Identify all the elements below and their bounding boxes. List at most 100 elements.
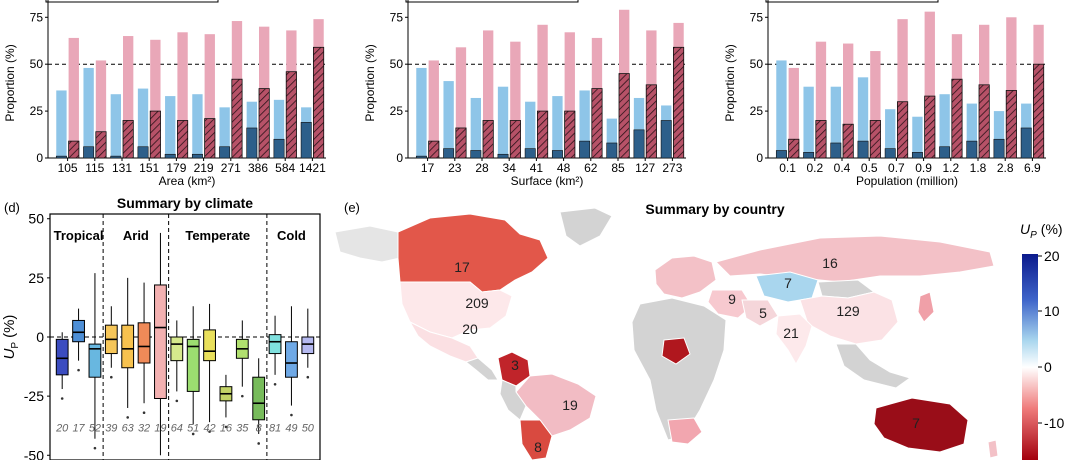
sample-count: 51 xyxy=(187,423,199,435)
region-europe xyxy=(654,255,717,299)
bar-pink xyxy=(897,19,908,158)
bar-blue xyxy=(165,96,176,158)
bar-blue-dark xyxy=(551,150,563,159)
box xyxy=(252,376,266,421)
x-tick-label: 127 xyxy=(635,161,655,175)
y-tick-label: 0 xyxy=(36,329,44,345)
bar-blue xyxy=(966,103,977,158)
y-tick-label: 25 xyxy=(30,104,44,118)
bar-blue xyxy=(56,90,67,158)
legend-box xyxy=(45,0,219,3)
sample-count: 16 xyxy=(220,423,233,435)
country-label: 20 xyxy=(462,321,478,337)
y-tick-label: 75 xyxy=(30,10,44,24)
y-tick-label: 0 xyxy=(756,151,763,165)
outlier xyxy=(77,368,80,372)
sample-count: 64 xyxy=(171,423,183,435)
colorbar xyxy=(1022,254,1038,460)
colorbar-label: UP (%) xyxy=(1020,221,1063,241)
box xyxy=(154,284,167,400)
bar-blue-dark xyxy=(939,146,951,159)
y-tick-label: 50 xyxy=(30,57,44,71)
bar-hatched xyxy=(204,118,216,159)
country-label: 16 xyxy=(822,255,838,271)
colorbar-tick-label: -10 xyxy=(1044,415,1064,431)
country-china xyxy=(799,291,899,345)
outlier xyxy=(290,413,293,417)
sample-count: 20 xyxy=(55,423,69,435)
x-tick-label: 28 xyxy=(475,161,489,175)
colorbar-ticks: 20 10 0 -10 xyxy=(1038,248,1064,431)
outlier xyxy=(93,446,97,450)
outlier xyxy=(306,375,310,379)
outlier xyxy=(110,375,113,379)
bar-hatched xyxy=(176,120,189,159)
bar-blue-dark xyxy=(660,120,672,159)
bar-hatched xyxy=(673,46,685,159)
country-south-africa xyxy=(667,417,703,445)
bar-blue-dark xyxy=(803,152,815,159)
x-tick-label: 23 xyxy=(448,161,462,175)
bar-hatched xyxy=(285,71,297,159)
bar-blue-dark xyxy=(55,155,67,159)
bar-pink xyxy=(924,11,935,159)
bar-blue-dark xyxy=(911,152,923,159)
bar-blue-dark xyxy=(857,140,869,159)
outlier xyxy=(273,383,277,386)
bar-blue xyxy=(579,90,590,158)
x-tick-label: 131 xyxy=(112,161,132,175)
group-label: Arid xyxy=(123,228,149,243)
bar-blue-dark xyxy=(775,150,787,159)
x-tick-label: 271 xyxy=(221,161,241,175)
box xyxy=(170,336,184,362)
bar-hatched xyxy=(231,78,243,159)
x-tick-label: 105 xyxy=(58,161,78,175)
x-tick-label: 62 xyxy=(584,161,598,175)
country-canada xyxy=(397,213,549,293)
outlier xyxy=(257,442,260,445)
bar-chart-area: 0 25 50 75 Proportion (%) 105 115 131 151 179 219 2… xyxy=(3,0,326,188)
bar-pink xyxy=(815,41,827,158)
bar-blue xyxy=(776,60,787,159)
group-label: Cold xyxy=(277,228,306,243)
region-andes xyxy=(499,379,527,421)
sample-count: 50 xyxy=(302,423,315,435)
outlier xyxy=(126,416,129,419)
sample-count: 49 xyxy=(285,423,297,435)
x-tick-label: 0.9 xyxy=(915,161,932,175)
bar-blue-dark xyxy=(137,146,149,159)
x-tick-label: 0.7 xyxy=(888,161,905,175)
bar-blue xyxy=(857,77,869,158)
y-tick-label: -50 xyxy=(24,447,44,460)
sample-count: 17 xyxy=(72,423,85,435)
bar-hatched xyxy=(618,73,630,159)
bar-blue xyxy=(552,96,563,158)
sample-count: 52 xyxy=(89,423,101,435)
bar-hatched xyxy=(258,88,270,159)
bar-blue-dark xyxy=(164,153,176,159)
outlier xyxy=(191,432,195,436)
y-axis-label: UP(%) xyxy=(1,315,21,360)
bar-pink xyxy=(843,43,854,158)
bar-pink xyxy=(510,41,521,158)
bar-blue xyxy=(497,86,509,158)
sample-count: 39 xyxy=(105,423,117,435)
sample-count: 42 xyxy=(203,423,215,435)
map-country: Summary by country xyxy=(334,201,1064,460)
y-axis-label: Proportion (%) xyxy=(723,44,737,121)
x-tick-label: 6.9 xyxy=(1024,161,1041,175)
bar-blue xyxy=(273,99,285,158)
sample-count: 81 xyxy=(269,423,281,435)
box xyxy=(186,338,200,392)
group-label: Tropical xyxy=(54,228,104,243)
x-tick-label: 34 xyxy=(503,161,517,175)
country-label: 9 xyxy=(728,291,736,307)
bar-pink xyxy=(870,51,881,158)
y-axis-label: Proportion (%) xyxy=(3,44,17,121)
bar-hatched xyxy=(645,84,657,159)
y-tick-label: 75 xyxy=(750,10,764,24)
bar-pink xyxy=(455,47,467,158)
bar-blue xyxy=(219,107,230,158)
bar-blue-dark xyxy=(191,153,203,159)
map-title: Summary by country xyxy=(645,201,784,217)
